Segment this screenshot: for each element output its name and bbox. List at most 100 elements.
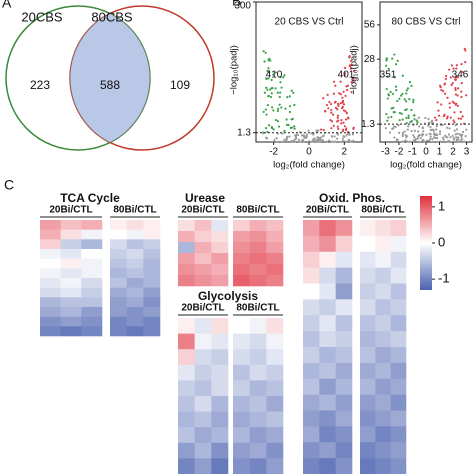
- volcano-dot: [344, 118, 348, 121]
- volcano-dot: [273, 138, 276, 141]
- heatmap-cell: [194, 442, 212, 459]
- volcano-dot: [265, 77, 268, 81]
- volcano-dot: [385, 87, 388, 91]
- volcano-dot: [421, 132, 424, 136]
- heatmap-cell: [143, 220, 161, 230]
- volcano-dot: [325, 103, 328, 107]
- heatmap-cell: [81, 239, 103, 250]
- heatmap-cell: [233, 442, 250, 459]
- volcano-dot: [452, 67, 455, 70]
- volcano-dot: [401, 92, 404, 95]
- heatmap-cell: [303, 426, 320, 443]
- heatmap-cell: [266, 220, 284, 232]
- heatmap-cell: [319, 458, 336, 474]
- volcano-dot: [426, 139, 429, 142]
- heatmap-cell: [178, 458, 195, 474]
- volcano-dot: [455, 67, 458, 70]
- heatmap-cell: [390, 331, 407, 348]
- heatmap-cell: [249, 253, 267, 265]
- volcano-dot: [341, 96, 344, 99]
- heatmap-cell: [335, 394, 353, 411]
- heatmap-cell: [266, 231, 284, 243]
- volcano-dot: [448, 68, 451, 71]
- volcano-dot: [399, 140, 402, 144]
- volcano-dot: [445, 140, 449, 143]
- volcano-dot: [445, 74, 448, 78]
- heatmap-cell: [143, 297, 161, 308]
- heatmap-cell: [194, 318, 212, 334]
- volcano-dot: [321, 139, 324, 142]
- x-tick-label: 2: [450, 147, 456, 158]
- volcano-dot: [443, 83, 446, 86]
- volcano-dot: [349, 67, 352, 70]
- volcano-dot: [449, 140, 452, 144]
- volcano-dot: [283, 129, 286, 133]
- volcano-dot: [343, 74, 346, 77]
- group-label: 20Bi/CTL: [181, 303, 224, 314]
- volcano-dot: [430, 128, 433, 132]
- heatmap-cell: [233, 458, 250, 474]
- group-label: 80Bi/CTL: [236, 303, 279, 314]
- volcano-dot: [317, 129, 320, 132]
- volcano-dot: [263, 91, 266, 94]
- heatmap-cell: [390, 251, 407, 268]
- heatmap-cell: [194, 264, 212, 276]
- heatmap-cell: [249, 231, 267, 243]
- volcano-dot: [285, 138, 289, 141]
- heatmap-cell: [360, 378, 376, 395]
- heatmap-cell: [266, 333, 284, 350]
- heatmap-cell: [375, 347, 391, 364]
- volcano-dot: [276, 109, 280, 113]
- heatmap-title: Oxid. Phos.: [319, 191, 385, 205]
- venn-overlap: [70, 13, 150, 143]
- volcano-dot: [435, 133, 438, 136]
- heatmap-cell: [390, 220, 407, 237]
- heatmap-cell: [375, 235, 391, 253]
- heatmap-cell: [360, 394, 376, 411]
- heatmap-cell: [40, 268, 61, 279]
- volcano-dot: [262, 132, 265, 135]
- heatmap-cell: [249, 396, 267, 412]
- heatmap-cell: [335, 362, 353, 380]
- volcano-dot: [278, 95, 281, 99]
- volcano-dot: [451, 134, 454, 138]
- heatmap-cell: [233, 349, 250, 366]
- volcano-dot: [290, 89, 293, 92]
- volcano-dot: [465, 128, 468, 131]
- heatmap-cell: [360, 347, 376, 364]
- volcano-dot: [345, 127, 348, 130]
- heatmap-cell: [211, 275, 229, 287]
- volcano-dot: [294, 134, 297, 137]
- heatmap-cell: [211, 396, 229, 412]
- heatmap-cell: [60, 297, 82, 308]
- volcano-dot: [294, 138, 297, 141]
- heatmap-cell: [178, 380, 195, 397]
- volcano-dot: [331, 140, 334, 143]
- volcano-dot: [283, 138, 286, 141]
- volcano-dot: [353, 69, 356, 72]
- volcano-dot: [345, 88, 349, 92]
- heatmap-cell: [319, 267, 336, 284]
- volcano-dot: [390, 115, 393, 119]
- heatmap-cell: [360, 362, 376, 380]
- heatmap-cell: [303, 442, 320, 459]
- volcano-dot: [341, 140, 344, 143]
- venn-overlap-edge: [69, 13, 151, 143]
- heatmap-cell: [60, 239, 82, 250]
- volcano-dot: [267, 95, 270, 98]
- volcano-dot: [419, 136, 422, 140]
- heatmap-cell: [178, 333, 195, 350]
- heatmap-cell: [40, 307, 61, 317]
- volcano-dot: [344, 110, 347, 113]
- volcano-dot: [322, 134, 325, 137]
- volcano-dot: [415, 119, 418, 122]
- volcano-dot: [394, 125, 397, 129]
- volcano-dot: [315, 129, 318, 132]
- volcano-dot: [313, 137, 316, 140]
- heatmap-cell: [319, 362, 336, 380]
- volcano-dot: [268, 57, 271, 60]
- volcano-dot: [425, 133, 428, 136]
- count: 401: [338, 70, 355, 81]
- volcano-dot: [292, 91, 295, 94]
- volcano-dot: [460, 134, 463, 137]
